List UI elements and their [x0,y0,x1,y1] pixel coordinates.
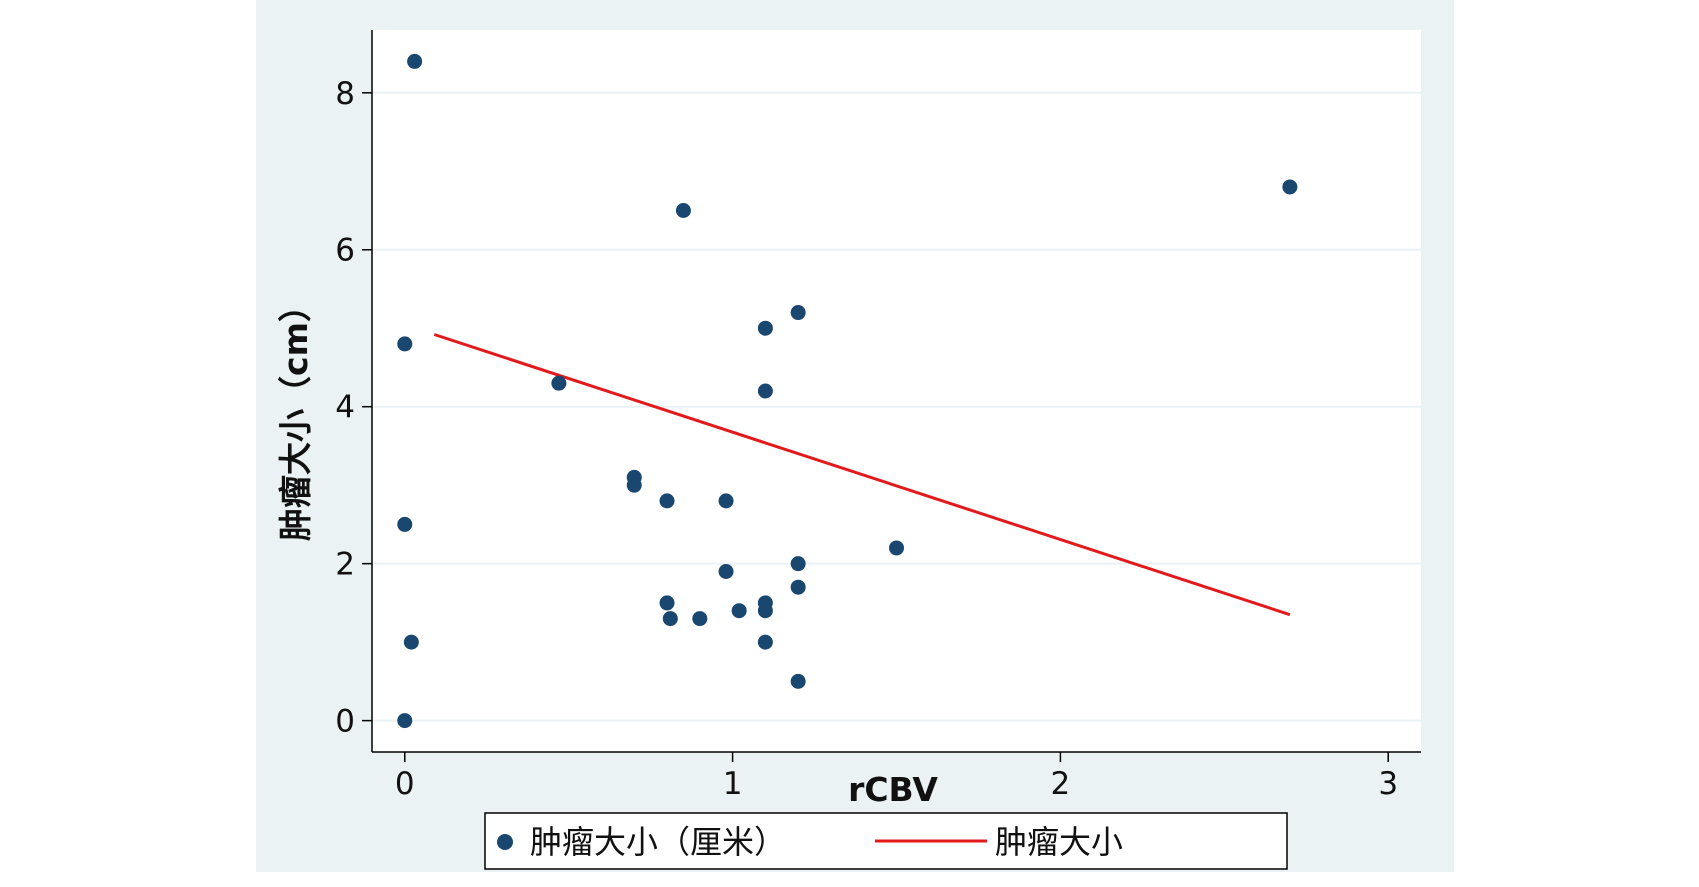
data-point-1 [675,203,691,218]
data-point-19 [731,603,747,619]
data-point-26 [397,713,413,729]
data-point-12 [397,516,413,532]
x-axis-title: rCBV [848,770,938,809]
data-point-22 [692,611,708,627]
data-point-3 [790,305,806,321]
data-point-2 [1282,179,1298,195]
data-point-16 [790,579,806,595]
data-point-0 [407,53,423,69]
data-point-24 [757,634,773,650]
axes [371,30,1421,753]
data-point-9 [626,477,642,493]
data-point-14 [790,556,806,572]
y-tick-label-6: 6 [335,233,355,269]
y-axis-ticks: 0 2 4 6 8 [335,76,372,740]
y-tick-label-8: 8 [335,76,355,112]
data-point-21 [662,611,678,627]
data-point-5 [397,336,413,352]
data-point-17 [659,595,675,611]
data-point-4 [757,320,773,336]
data-point-15 [718,564,734,579]
legend-marker-swatch [497,834,513,850]
scatter-points [397,53,1298,729]
data-point-25 [790,673,806,689]
x-tick-label-0: 0 [395,766,415,802]
y-tick-label-2: 2 [335,547,355,583]
y-axis-title: 肿瘤大小（cm） [276,289,315,541]
fit-line-0 [433,333,1291,617]
legend: 肿瘤大小（厘米） 肿瘤大小 [484,812,1288,870]
y-tick-label-4: 4 [335,390,355,426]
plot-area [372,30,1421,752]
y-tick-label-0: 0 [335,704,355,740]
x-tick-label-3: 3 [1378,766,1398,802]
data-point-11 [718,493,734,509]
fitted-lines [433,333,1291,617]
data-point-23 [403,634,419,650]
x-tick-label-1: 1 [723,766,743,802]
data-point-7 [757,383,773,399]
data-point-20 [757,603,773,619]
x-axis-ticks: 0 1 2 3 [395,752,1398,802]
data-point-6 [551,375,567,391]
data-point-10 [659,493,675,509]
legend-label-scatter: 肿瘤大小（厘米） [530,823,786,861]
data-point-13 [889,540,904,556]
gridlines [372,91,1421,722]
x-tick-label-2: 2 [1051,766,1071,802]
legend-label-line: 肿瘤大小 [995,823,1123,861]
